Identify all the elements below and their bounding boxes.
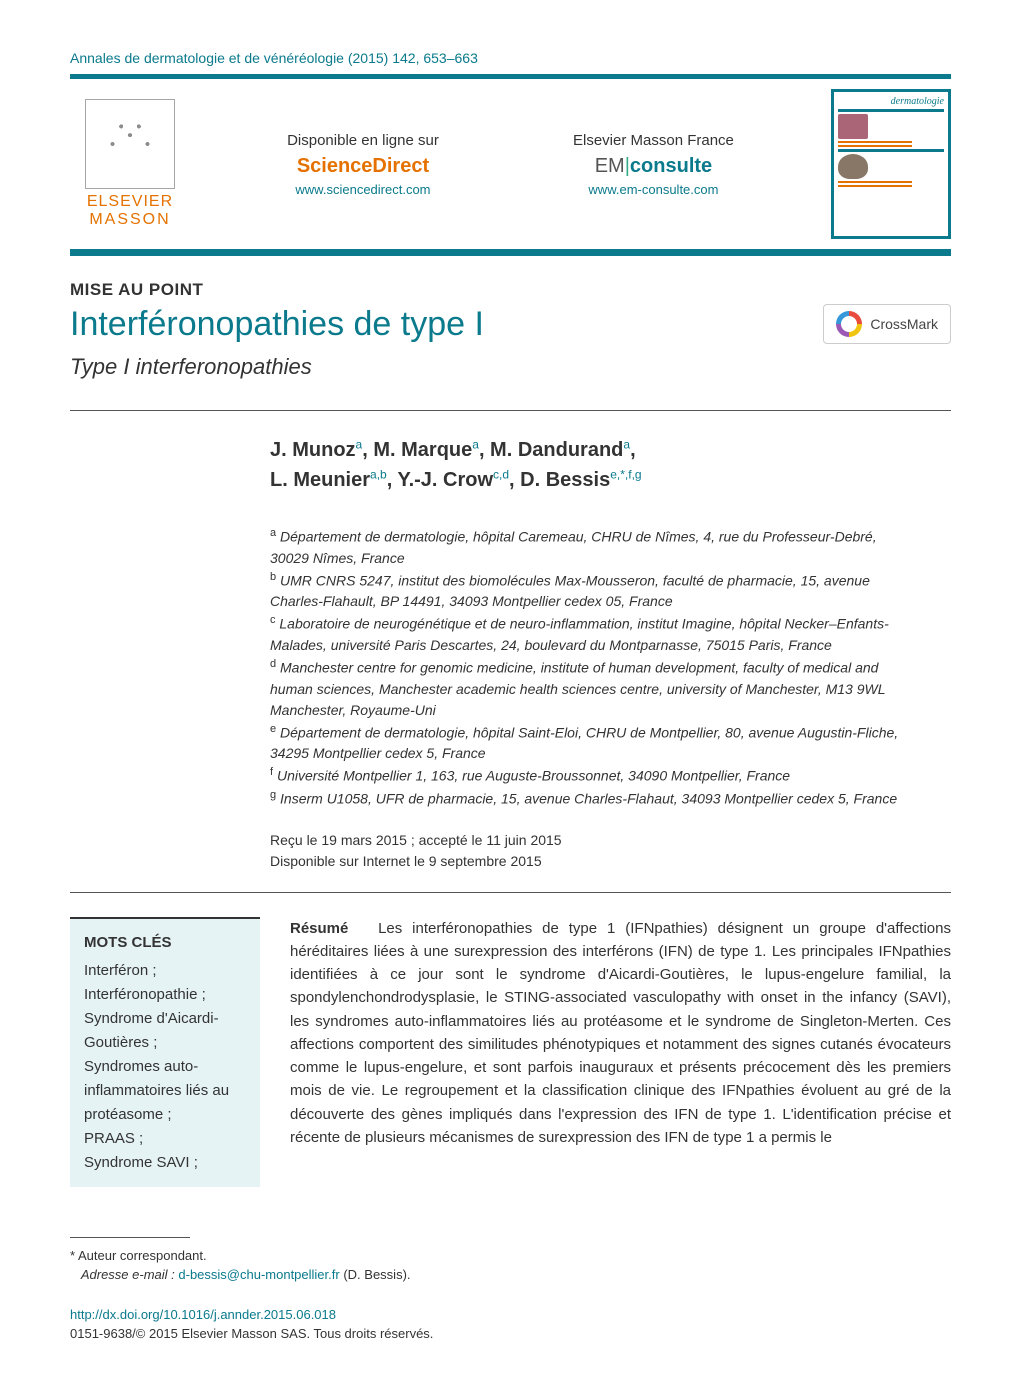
- emf-label: Elsevier Masson France: [573, 132, 734, 149]
- top-rule: [70, 74, 951, 79]
- abstract-label: Résumé: [290, 920, 348, 937]
- corresponding-author-footnote: * Auteur correspondant. Adresse e-mail :…: [70, 1246, 951, 1285]
- masson-word: MASSON: [89, 211, 170, 229]
- cover-text-icon: [838, 181, 912, 183]
- masthead-center: Disponible en ligne sur ScienceDirect ww…: [220, 132, 801, 197]
- cover-image-icon: [838, 154, 868, 179]
- footnote-asterisk: *: [70, 1248, 78, 1263]
- sciencedirect-logo[interactable]: ScienceDirect: [287, 155, 439, 178]
- keyword-item: Interféron ;: [84, 959, 246, 983]
- cover-image-icon: [838, 114, 868, 139]
- authors-list: J. Munoza, M. Marquea, M. Danduranda,L. …: [270, 435, 911, 495]
- footnote-separator: [70, 1237, 190, 1238]
- keyword-item: Syndrome SAVI ;: [84, 1151, 246, 1175]
- emconsulte-logo[interactable]: EM|consulte: [573, 155, 734, 178]
- cover-title: dermatologie: [838, 96, 944, 107]
- online-label: Disponible en ligne sur: [287, 132, 439, 149]
- elsevier-word: ELSEVIER: [87, 193, 173, 211]
- article-subtitle: Type I interferonopathies: [70, 354, 951, 380]
- consulte-part: consulte: [630, 155, 712, 177]
- abstract-text: Les interféronopathies de type 1 (IFNpat…: [290, 920, 951, 1146]
- email-label: Adresse e-mail :: [81, 1267, 175, 1282]
- subtitle-rule: [70, 410, 951, 411]
- elsevier-tree-icon: [85, 99, 175, 189]
- received-date: Reçu le 19 mars 2015 ; accepté le 11 jui…: [270, 830, 911, 851]
- sciencedirect-block: Disponible en ligne sur ScienceDirect ww…: [287, 132, 439, 197]
- corresponding-email[interactable]: d-bessis@chu-montpellier.fr: [178, 1267, 339, 1282]
- journal-cover-thumbnail[interactable]: dermatologie: [831, 89, 951, 239]
- affiliations-list: a Département de dermatologie, hôpital C…: [270, 525, 911, 810]
- crossmark-button[interactable]: CrossMark: [823, 304, 951, 344]
- mid-rule: [70, 892, 951, 893]
- keywords-items: Interféron ;Interféronopathie ;Syndrome …: [84, 959, 246, 1175]
- elsevier-masson-logo[interactable]: ELSEVIER MASSON: [70, 94, 190, 234]
- cover-line-icon: [838, 109, 944, 112]
- title-row: Interféronopathies de type I CrossMark: [70, 304, 951, 344]
- doi-link[interactable]: http://dx.doi.org/10.1016/j.annder.2015.…: [70, 1307, 336, 1322]
- body-columns: MOTS CLÉS Interféron ;Interféronopathie …: [70, 917, 951, 1187]
- section-label: MISE AU POINT: [70, 280, 951, 300]
- cover-text-icon: [838, 145, 912, 147]
- abstract: Résumé Les interféronopathies de type 1 …: [290, 917, 951, 1187]
- email-who: (D. Bessis).: [343, 1267, 410, 1282]
- keyword-item: Syndromes auto-inflammatoires liés au pr…: [84, 1055, 246, 1127]
- article-dates: Reçu le 19 mars 2015 ; accepté le 11 jui…: [270, 830, 911, 872]
- crossmark-label: CrossMark: [870, 316, 938, 332]
- crossmark-badge-icon: [836, 311, 862, 337]
- online-date: Disponible sur Internet le 9 septembre 2…: [270, 851, 911, 872]
- emconsulte-url[interactable]: www.em-consulte.com: [573, 182, 734, 197]
- keyword-item: PRAAS ;: [84, 1127, 246, 1151]
- article-title: Interféronopathies de type I: [70, 305, 484, 344]
- keyword-item: Interféronopathie ;: [84, 983, 246, 1007]
- corresponding-label: Auteur correspondant.: [78, 1248, 207, 1263]
- emconsulte-block: Elsevier Masson France EM|consulte www.e…: [573, 132, 734, 197]
- masthead: ELSEVIER MASSON Disponible en ligne sur …: [70, 89, 951, 239]
- doi-block: http://dx.doi.org/10.1016/j.annder.2015.…: [70, 1305, 951, 1344]
- authors-block: J. Munoza, M. Marquea, M. Danduranda,L. …: [270, 435, 911, 872]
- copyright-line: 0151-9638/© 2015 Elsevier Masson SAS. To…: [70, 1326, 433, 1341]
- cover-line-icon: [838, 149, 944, 152]
- cover-text-icon: [838, 185, 912, 187]
- cover-text-icon: [838, 141, 912, 143]
- masthead-rule: [70, 249, 951, 256]
- em-part: EM: [595, 155, 625, 177]
- journal-reference: Annales de dermatologie et de vénéréolog…: [70, 50, 951, 66]
- sciencedirect-url[interactable]: www.sciencedirect.com: [287, 182, 439, 197]
- keyword-item: Syndrome d'Aicardi-Goutières ;: [84, 1007, 246, 1055]
- keywords-title: MOTS CLÉS: [84, 931, 246, 955]
- keywords-box: MOTS CLÉS Interféron ;Interféronopathie …: [70, 917, 260, 1187]
